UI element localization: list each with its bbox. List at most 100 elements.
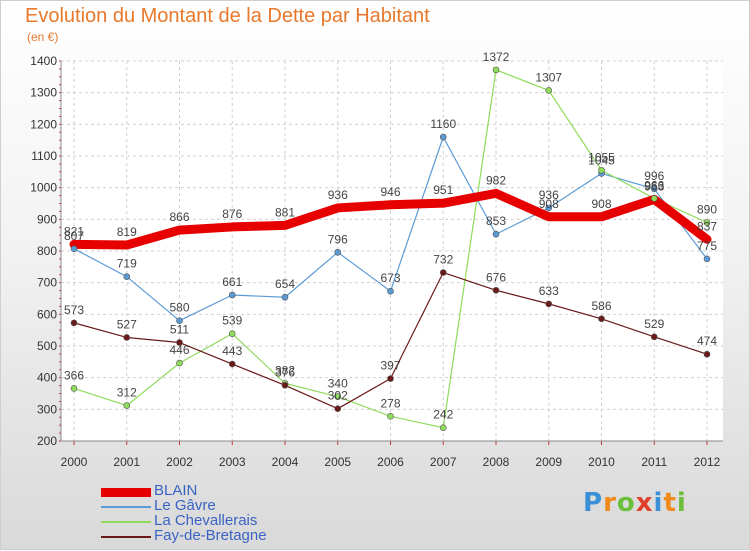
data-point xyxy=(176,359,183,367)
data-label: 312 xyxy=(117,386,137,400)
data-label: 474 xyxy=(697,334,717,348)
legend-swatch xyxy=(101,487,151,497)
data-label: 821 xyxy=(64,224,84,238)
data-label: 1160 xyxy=(430,117,456,131)
x-tick-label: 2000 xyxy=(61,455,88,469)
data-point xyxy=(439,424,447,432)
data-point xyxy=(387,412,394,420)
data-label: 340 xyxy=(328,377,348,391)
data-label: 908 xyxy=(591,197,611,211)
data-point xyxy=(228,291,236,299)
data-point xyxy=(598,166,605,174)
legend: BLAIN Le Gâvre La Chevallerais Fay-de-Breta… xyxy=(101,482,361,544)
data-label: 661 xyxy=(222,275,242,289)
x-tick-label: 2007 xyxy=(430,455,457,469)
y-axis-ticks: 200 300 400 500 600 700 800 900 1000 1100 1200 1300… xyxy=(30,54,57,448)
data-point xyxy=(334,248,342,256)
y-tick-label: 700 xyxy=(37,276,57,290)
data-point xyxy=(492,230,500,238)
data-label: 1045 xyxy=(588,153,615,167)
legend-item: Fay-de-Bretagne xyxy=(101,527,361,544)
x-tick-label: 2006 xyxy=(377,455,404,469)
legend-label: Fay-de-Bretagne xyxy=(154,527,267,544)
data-label: 382 xyxy=(275,363,295,377)
legend-item: BLAIN xyxy=(101,482,361,499)
data-label: 580 xyxy=(169,301,189,315)
x-tick-label: 2010 xyxy=(588,455,615,469)
y-tick-label: 1100 xyxy=(31,149,57,163)
data-label: 866 xyxy=(169,210,189,224)
data-label: 1372 xyxy=(483,50,510,64)
data-point xyxy=(228,360,236,368)
data-label: 242 xyxy=(433,408,453,422)
data-point xyxy=(123,273,131,280)
data-label: 586 xyxy=(591,299,611,313)
data-point xyxy=(228,330,236,337)
y-tick-label: 1000 xyxy=(30,181,57,195)
logo-letter: P xyxy=(583,488,604,518)
y-tick-label: 1400 xyxy=(30,54,57,68)
data-point xyxy=(545,300,553,308)
y-tick-label: 1200 xyxy=(30,117,57,131)
y-tick-label: 400 xyxy=(37,371,57,385)
x-tick-label: 2012 xyxy=(694,455,721,469)
logo-letter: r xyxy=(603,488,617,518)
data-label: 796 xyxy=(328,232,348,246)
y-tick-label: 200 xyxy=(37,434,57,448)
grid xyxy=(61,60,723,442)
data-point xyxy=(334,393,342,400)
data-point xyxy=(334,405,342,413)
data-label: 807 xyxy=(64,229,84,243)
data-label: 732 xyxy=(433,253,453,267)
data-label: 278 xyxy=(380,396,400,410)
data-point xyxy=(387,287,394,295)
x-axis-ticks: 2000 2001 2002 2003 2004 2005 2006 2007 2008 2009… xyxy=(61,455,721,469)
x-tick-label: 2008 xyxy=(483,455,510,469)
data-label: 676 xyxy=(486,270,506,284)
proxiti-logo: Proxiti xyxy=(583,488,687,518)
data-label: 539 xyxy=(222,314,242,328)
data-point xyxy=(545,87,553,94)
y-tick-label: 900 xyxy=(37,212,57,226)
data-point xyxy=(123,402,131,409)
y-tick-label: 500 xyxy=(37,339,57,353)
data-label: 908 xyxy=(539,197,559,211)
data-label: 876 xyxy=(222,207,242,221)
data-point xyxy=(123,334,131,341)
data-label: 996 xyxy=(644,169,664,183)
data-label: 511 xyxy=(170,323,189,337)
data-point xyxy=(703,350,711,358)
data-labels: 821 819 866 876 881 936 946 951 982 908 908 963 837 8… xyxy=(64,50,717,422)
data-point xyxy=(70,245,78,253)
series-points xyxy=(70,66,711,432)
data-point xyxy=(176,317,183,324)
x-tick-label: 2005 xyxy=(324,455,351,469)
data-label: 963 xyxy=(644,179,664,193)
data-label: 936 xyxy=(328,188,348,202)
legend-label: BLAIN xyxy=(154,482,198,499)
data-point xyxy=(70,319,78,327)
data-point xyxy=(545,204,553,212)
legend-swatch xyxy=(101,521,151,523)
legend-item: La Chevallerais xyxy=(101,512,361,529)
logo-letter: t xyxy=(663,488,677,518)
axes xyxy=(59,60,723,445)
data-label: 982 xyxy=(486,173,506,187)
y-tick-label: 600 xyxy=(37,307,57,321)
data-point xyxy=(439,133,447,141)
data-label: 837 xyxy=(697,219,717,233)
x-tick-label: 2001 xyxy=(113,455,140,469)
y-tick-label: 1300 xyxy=(30,86,57,100)
data-label: 654 xyxy=(275,277,295,291)
x-tick-label: 2009 xyxy=(535,455,562,469)
logo-letter: i xyxy=(676,488,687,518)
x-tick-label: 2002 xyxy=(166,455,193,469)
data-label: 951 xyxy=(433,183,453,197)
data-label: 966 xyxy=(644,178,664,192)
x-tick-label: 2011 xyxy=(641,455,667,469)
data-point xyxy=(387,375,394,382)
data-label: 573 xyxy=(64,303,84,317)
data-point xyxy=(650,185,658,193)
